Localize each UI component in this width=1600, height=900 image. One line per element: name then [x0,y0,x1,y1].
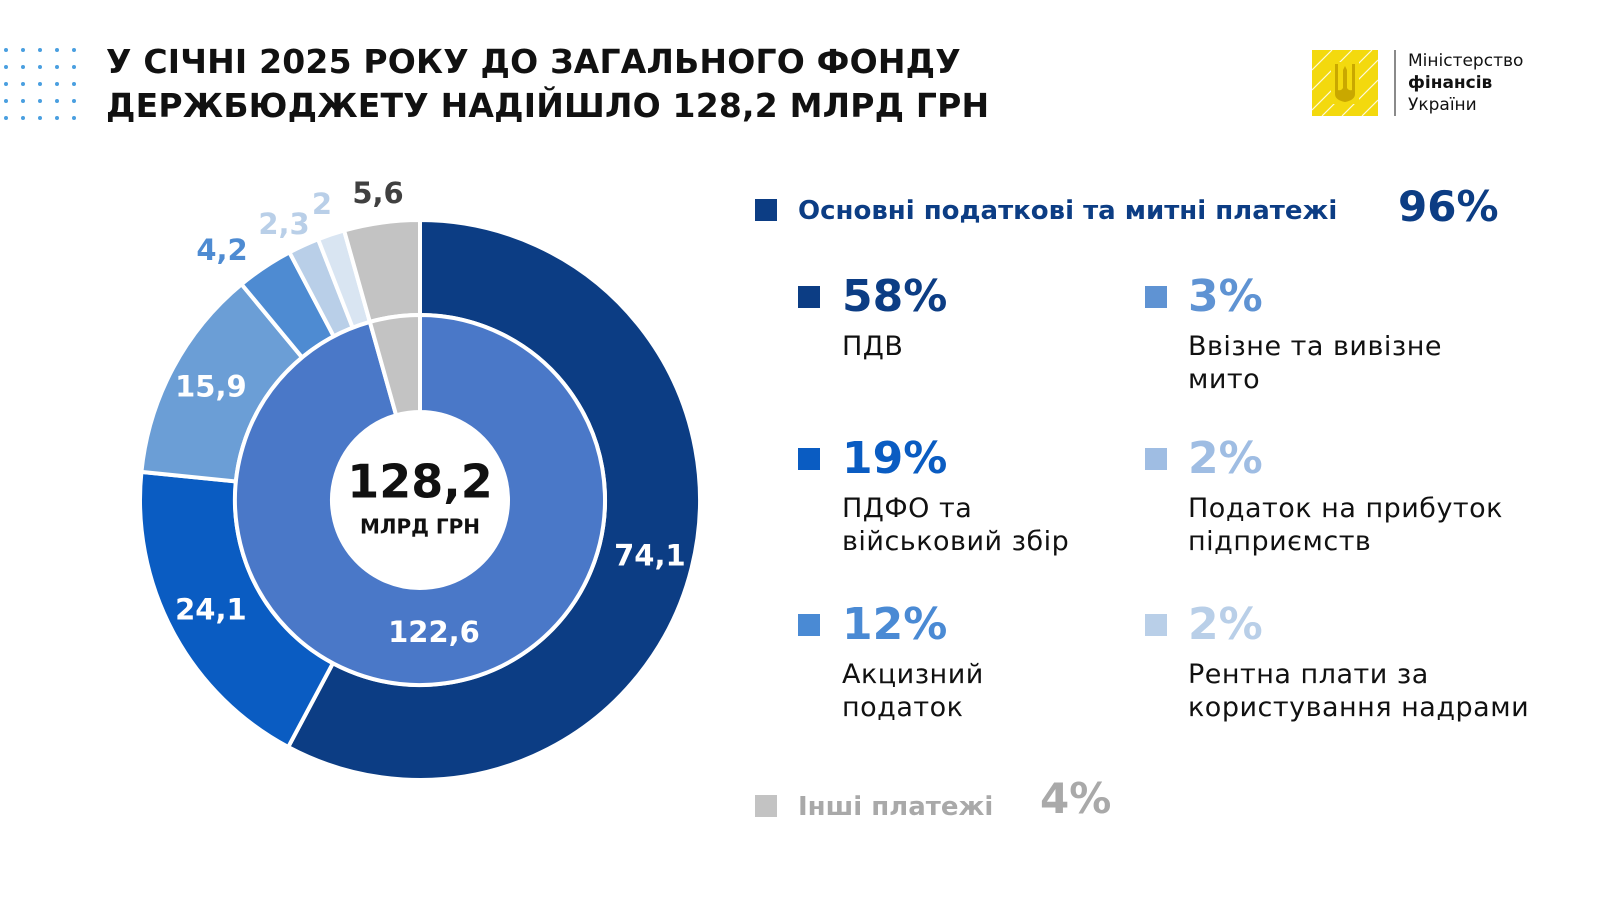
legend-label: ПДВ [842,330,903,363]
legend-label-line-1: Рентна плати за [1188,659,1429,690]
outer-ring-value-label: 24,1 [175,593,247,627]
center-total-unit: МЛРД ГРН [360,515,480,539]
decorative-dot [21,48,25,52]
legend-other-label: Інші платежі [798,792,994,822]
legend-swatch [798,286,820,308]
logo-line-2: фінансів [1408,73,1493,93]
legend-percent: 2% [1188,433,1263,484]
outer-ring-value-label: 2,3 [258,207,309,241]
decorative-dot [4,99,8,103]
legend-percent: 58% [842,271,948,322]
legend-main-label: Основні податкові та митні платежі [798,196,1338,226]
legend-swatch [1145,614,1167,636]
legend-label: Податок на прибуток підприємств [1188,492,1503,558]
decorative-dot [72,48,76,52]
decorative-dots [0,46,80,122]
legend-label-line-2: податок [842,692,964,723]
legend-label-line-1: Ввізне та вивізне [1188,331,1442,362]
legend-label-line-1: Акцизний [842,659,984,690]
legend-swatch [798,448,820,470]
legend-label: Рентна плати за користування надрами [1188,658,1529,724]
decorative-dot [55,48,59,52]
donut-center [332,412,508,588]
legend-label: Акцизний податок [842,658,984,724]
inner-ring-value-label: 122,6 [388,615,480,649]
decorative-dot [4,116,8,120]
legend-other-swatch [755,795,777,817]
budget-donut-chart: 74,1 24,1 15,9 4,2 2,32 5,6 122,6 128,2 МЛРД ГРН [138,176,702,782]
decorative-dot [21,116,25,120]
decorative-dot [4,82,8,86]
legend-main-swatch [755,199,777,221]
legend-label-line-1: Податок на прибуток [1188,493,1503,524]
legend-label-line-1: ПДВ [842,331,904,362]
decorative-dot [55,82,59,86]
legend-percent: 2% [1188,599,1263,650]
legend-label-line-2: користування надрами [1188,692,1530,723]
ministry-logo: Міністерство фінансів України [1312,50,1572,116]
page-title: У СІЧНІ 2025 РОКУ ДО ЗАГАЛЬНОГО ФОНДУ ДЕ… [106,40,1106,128]
legend-other-percent: 4% [1040,774,1112,823]
title-line-1: У СІЧНІ 2025 РОКУ ДО ЗАГАЛЬНОГО ФОНДУ [106,42,961,81]
center-total-value: 128,2 [347,455,493,509]
legend-label-line-2: мито [1188,364,1261,395]
decorative-dot [72,99,76,103]
logo-line-1: Міністерство [1408,51,1524,71]
legend-percent: 3% [1188,271,1263,322]
decorative-dot [21,82,25,86]
decorative-dot [38,82,42,86]
logo-divider [1394,50,1396,116]
legend-label: ПДФО та військовий збір [842,492,1069,558]
title-line-2: ДЕРЖБЮДЖЕТУ НАДІЙШЛО 128,2 МЛРД ГРН [106,86,990,125]
legend-label: Ввізне та вивізне мито [1188,330,1442,396]
decorative-dot [55,99,59,103]
decorative-dot [4,48,8,52]
legend-swatch [1145,286,1167,308]
legend-swatch [798,614,820,636]
outer-ring-value-label: 5,6 [352,176,403,210]
logo-text: Міністерство фінансів України [1408,50,1523,116]
decorative-dot [38,116,42,120]
decorative-dot [21,65,25,69]
trident-emblem-icon [1312,50,1378,116]
decorative-dot [38,99,42,103]
outer-ring-value-label: 74,1 [614,538,686,572]
decorative-dot [4,65,8,69]
outer-ring-value-label: 4,2 [196,233,247,267]
legend-percent: 12% [842,599,948,650]
logo-line-3: України [1408,95,1477,115]
decorative-dot [38,65,42,69]
decorative-dot [21,99,25,103]
decorative-dot [72,116,76,120]
legend-main-percent: 96% [1398,182,1499,231]
decorative-dot [55,65,59,69]
legend-label-line-2: військовий збір [842,526,1070,557]
legend-swatch [1145,448,1167,470]
outer-ring-value-label: 15,9 [175,369,247,403]
decorative-dot [72,65,76,69]
legend-percent: 19% [842,433,948,484]
decorative-dot [38,48,42,52]
decorative-dot [72,82,76,86]
outer-ring-value-label: 2 [312,187,332,221]
decorative-dot [55,116,59,120]
legend-label-line-1: ПДФО та [842,493,973,524]
legend-label-line-2: підприємств [1188,526,1372,557]
